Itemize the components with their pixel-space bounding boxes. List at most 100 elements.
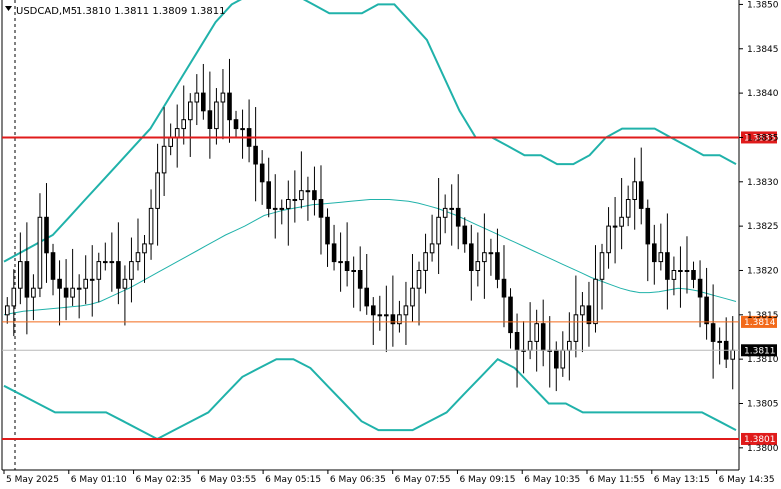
candle bbox=[658, 223, 664, 271]
candlestick-series bbox=[5, 58, 736, 392]
candle-body bbox=[697, 278, 703, 298]
candle-body bbox=[57, 278, 62, 289]
candle bbox=[83, 255, 89, 305]
bollinger-bands bbox=[3, 0, 737, 441]
candle bbox=[11, 269, 17, 337]
candle bbox=[331, 224, 337, 271]
candle-body bbox=[279, 207, 285, 210]
time-axis: 5 May 2025 6 May 01:10 6 May 02:35 6 May 03… bbox=[3, 470, 775, 485]
candle-body bbox=[161, 145, 167, 174]
y-tick-label: 1.3815 bbox=[747, 311, 779, 321]
candle bbox=[155, 143, 160, 246]
candle bbox=[403, 281, 409, 345]
y-tick-label: 1.3800 bbox=[747, 444, 779, 454]
candle-body bbox=[554, 349, 559, 369]
symbol-menu-icon[interactable] bbox=[5, 6, 12, 11]
candle bbox=[397, 300, 402, 333]
candle bbox=[691, 261, 696, 289]
upper-band-line bbox=[3, 0, 737, 263]
candle-body bbox=[632, 181, 638, 201]
candle-body bbox=[397, 314, 402, 325]
candle-body bbox=[174, 128, 180, 139]
candle bbox=[619, 177, 624, 250]
candle bbox=[305, 176, 311, 221]
candle bbox=[70, 248, 75, 306]
candle bbox=[279, 199, 285, 225]
candle-body bbox=[678, 270, 683, 272]
x-tick-label: 6 May 03:55 bbox=[200, 475, 256, 485]
candle-body bbox=[514, 332, 520, 351]
candle bbox=[89, 245, 95, 317]
candle bbox=[24, 222, 30, 335]
candle-body bbox=[638, 181, 644, 209]
y-tick-label: 1.3830 bbox=[747, 178, 779, 188]
candle bbox=[384, 285, 389, 353]
candle bbox=[135, 218, 141, 271]
x-tick-label: 6 May 13:15 bbox=[654, 475, 710, 485]
candle bbox=[429, 214, 435, 262]
candle-body bbox=[129, 261, 134, 280]
candle-body bbox=[495, 252, 500, 280]
candle-body bbox=[253, 145, 258, 165]
candle bbox=[606, 207, 611, 269]
candle-body bbox=[83, 278, 89, 289]
candle-body bbox=[488, 252, 494, 255]
candle-body bbox=[44, 216, 49, 254]
candle bbox=[207, 71, 213, 159]
x-tick-label: 6 May 06:35 bbox=[330, 475, 386, 485]
candle bbox=[312, 166, 317, 216]
candle-body bbox=[619, 216, 624, 227]
candle bbox=[416, 261, 422, 326]
candle-body bbox=[436, 216, 441, 245]
candle bbox=[612, 196, 618, 264]
candle-body bbox=[220, 92, 226, 103]
candle-body bbox=[351, 270, 356, 272]
candle bbox=[344, 222, 350, 287]
level-label: 1.3814 bbox=[744, 318, 776, 328]
chart-header: USDCAD,M5 1.3810 1.3811 1.3809 1.3811 bbox=[5, 6, 226, 17]
lower-band-line bbox=[3, 357, 737, 441]
candle bbox=[240, 109, 245, 159]
candle bbox=[44, 183, 49, 283]
x-tick-label: 6 May 02:35 bbox=[136, 475, 192, 485]
candle-body bbox=[109, 261, 115, 264]
x-tick-label: 6 May 07:55 bbox=[395, 475, 451, 485]
candle-body bbox=[730, 349, 736, 360]
candle bbox=[710, 284, 716, 379]
candle-body bbox=[70, 287, 75, 298]
candle-body bbox=[96, 261, 102, 280]
candle bbox=[717, 327, 723, 365]
candle-body bbox=[240, 128, 245, 131]
candle-body bbox=[612, 225, 618, 228]
candle-body bbox=[560, 349, 566, 369]
candle-body bbox=[318, 199, 324, 218]
x-tick-label: 5 May 2025 bbox=[6, 475, 59, 485]
candle-body bbox=[11, 287, 17, 307]
candle-body bbox=[272, 207, 278, 210]
candle bbox=[148, 189, 154, 260]
candle bbox=[37, 193, 43, 298]
ohlc-values: 1.3810 1.3811 1.3809 1.3811 bbox=[76, 6, 226, 17]
y-tick-label: 1.3835 bbox=[747, 133, 779, 143]
candle bbox=[142, 235, 147, 283]
candle-body bbox=[103, 261, 108, 264]
candle bbox=[671, 256, 677, 296]
candle-body bbox=[429, 243, 435, 254]
symbol-timeframe-label: USDCAD,M5 bbox=[16, 6, 77, 17]
candle bbox=[272, 174, 278, 239]
y-tick-label: 1.3845 bbox=[747, 45, 779, 55]
candle-body bbox=[325, 216, 330, 245]
candle bbox=[697, 260, 703, 328]
candle-body bbox=[599, 252, 605, 280]
candle bbox=[31, 274, 36, 321]
candle-body bbox=[357, 270, 363, 289]
candle-body bbox=[501, 278, 507, 298]
candle bbox=[18, 232, 23, 305]
y-tick-label: 1.3850 bbox=[747, 0, 779, 10]
candle bbox=[469, 224, 474, 301]
candle bbox=[253, 107, 258, 202]
candle bbox=[181, 85, 186, 145]
candle-body bbox=[188, 101, 193, 121]
y-tick-label: 1.3820 bbox=[747, 266, 779, 276]
